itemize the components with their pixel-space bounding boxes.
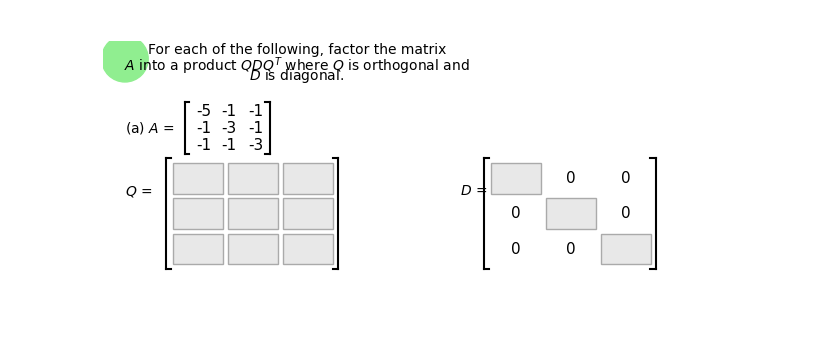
Text: -3: -3 [249,138,263,153]
Text: $A$ into a product $QDQ^T$ where $Q$ is orthogonal and: $A$ into a product $QDQ^T$ where $Q$ is … [124,55,470,76]
FancyBboxPatch shape [546,198,596,229]
Text: -1: -1 [221,104,236,119]
Text: 0: 0 [511,241,520,257]
Text: $D$ is diagonal.: $D$ is diagonal. [249,67,344,85]
FancyBboxPatch shape [228,198,278,229]
FancyBboxPatch shape [283,163,334,193]
Text: -1: -1 [197,138,211,153]
Text: (a) $A$ =: (a) $A$ = [125,120,175,136]
FancyBboxPatch shape [173,163,223,193]
Text: 0: 0 [566,241,576,257]
Text: 0: 0 [566,171,576,186]
FancyBboxPatch shape [228,163,278,193]
FancyBboxPatch shape [601,234,651,264]
FancyBboxPatch shape [491,163,541,193]
Text: For each of the following, factor the matrix: For each of the following, factor the ma… [148,44,446,58]
FancyBboxPatch shape [283,198,334,229]
Text: $Q$ =: $Q$ = [125,184,153,199]
Text: $D$ =: $D$ = [460,184,487,198]
Text: 0: 0 [621,171,631,186]
FancyBboxPatch shape [173,234,223,264]
Text: 0: 0 [511,206,520,221]
Text: -1: -1 [197,121,211,136]
Text: -1: -1 [221,138,236,153]
Text: 0: 0 [621,206,631,221]
FancyBboxPatch shape [173,198,223,229]
Text: -3: -3 [221,121,236,136]
Text: -1: -1 [249,121,263,136]
Text: -5: -5 [197,104,211,119]
FancyBboxPatch shape [283,234,334,264]
FancyBboxPatch shape [228,234,278,264]
Text: -1: -1 [249,104,263,119]
Circle shape [102,36,148,82]
